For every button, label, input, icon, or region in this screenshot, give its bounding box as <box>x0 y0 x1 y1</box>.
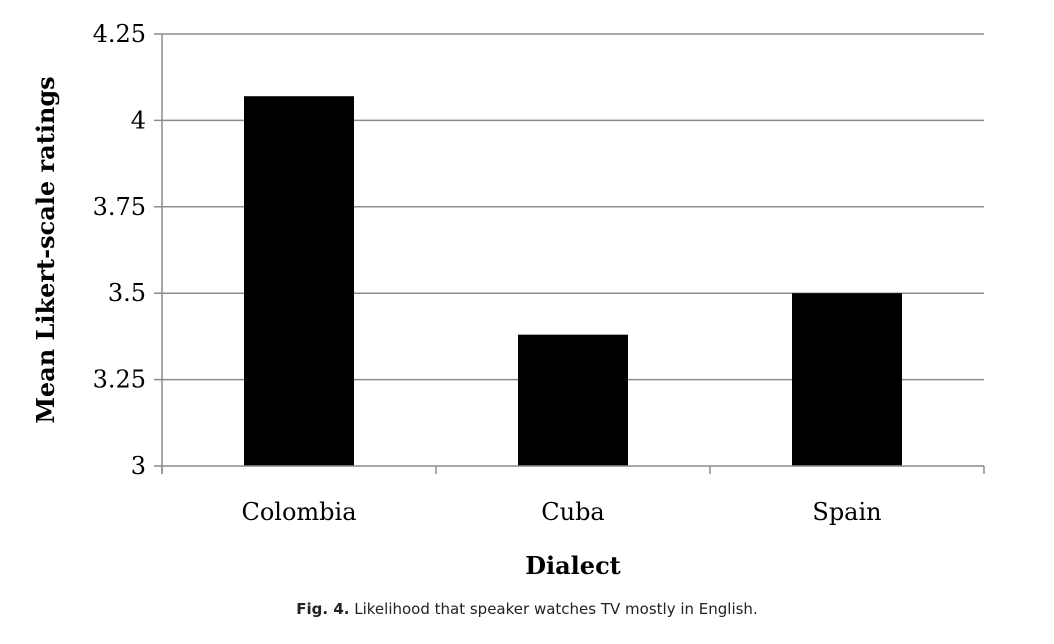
bar-chart: 3 3.25 3.5 3.75 4 4.25 Colombia Cuba Spain Mean… <box>31 20 985 580</box>
figure-caption-text: Likelihood that speaker watches TV mostl… <box>354 600 758 618</box>
y-tick-label: 3.25 <box>93 366 146 394</box>
y-tick-label: 4 <box>131 106 146 134</box>
x-tick-label: Colombia <box>241 498 356 526</box>
bar-cuba <box>518 334 628 466</box>
y-tick-label: 3 <box>131 452 146 480</box>
y-axis-title: Mean Likert-scale ratings <box>31 76 60 423</box>
y-tick-label: 4.25 <box>93 20 146 48</box>
bar-colombia <box>244 96 354 466</box>
y-tick-label: 3.5 <box>108 279 146 307</box>
x-tick-label: Spain <box>812 498 881 526</box>
x-tick-labels: Colombia Cuba Spain <box>241 498 881 526</box>
bars <box>244 96 902 466</box>
bar-spain <box>792 293 902 466</box>
figure-caption: Fig. 4. Likelihood that speaker watches … <box>0 600 1054 618</box>
y-tick-label: 3.75 <box>93 193 146 221</box>
x-tick-label: Cuba <box>541 498 605 526</box>
axes <box>154 33 985 474</box>
x-axis-title: Dialect <box>525 551 621 580</box>
y-tick-labels: 3 3.25 3.5 3.75 4 4.25 <box>93 20 146 480</box>
figure-label: Fig. 4. <box>296 600 350 618</box>
